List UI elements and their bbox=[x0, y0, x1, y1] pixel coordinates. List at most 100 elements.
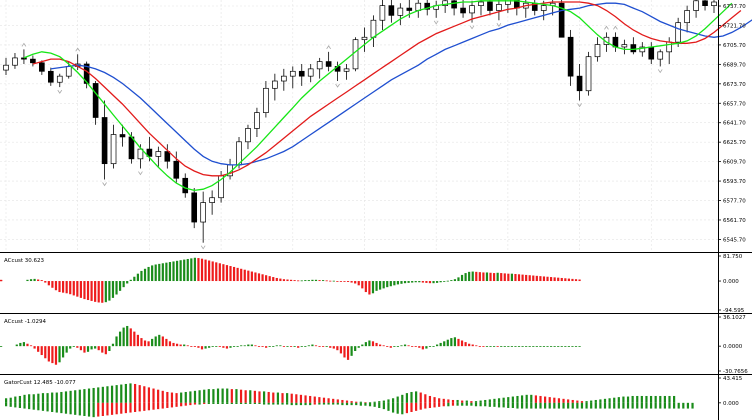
hist-bar-up bbox=[525, 346, 528, 347]
gator-lower-down bbox=[175, 402, 178, 407]
gator-lower-down bbox=[313, 402, 316, 405]
gator-upper-up bbox=[382, 400, 385, 403]
gator-lower-up bbox=[511, 402, 514, 408]
gator-upper-up bbox=[626, 396, 630, 403]
hist-bar-up bbox=[140, 270, 143, 282]
hist-bar-up bbox=[403, 281, 407, 284]
gator-lower-down bbox=[180, 402, 183, 407]
gator-lower-up bbox=[262, 402, 266, 405]
hist-bar-down bbox=[475, 345, 478, 347]
gator-upper-down bbox=[281, 393, 284, 403]
hist-bar-down bbox=[65, 281, 68, 294]
hist-bar-down bbox=[574, 279, 578, 282]
hist-bar-up bbox=[304, 280, 307, 282]
hist-bar-down bbox=[557, 277, 560, 282]
candle-bull bbox=[540, 5, 547, 11]
gator-lower-up bbox=[382, 402, 385, 410]
gator-lower-down bbox=[424, 402, 427, 409]
gator-lower-up bbox=[221, 402, 224, 404]
hist-bar-down bbox=[265, 346, 268, 348]
hist-bar-down bbox=[261, 274, 264, 282]
hist-bar-down bbox=[329, 280, 332, 282]
hist-bar-down bbox=[318, 346, 321, 347]
gator-lower-up bbox=[92, 402, 95, 418]
candle-bull bbox=[666, 41, 673, 53]
hist-bar-up bbox=[553, 346, 556, 347]
hist-bar-down bbox=[133, 331, 136, 347]
gator-lower-up bbox=[78, 402, 81, 416]
gator-lower-up bbox=[682, 402, 685, 409]
hist-bar-down bbox=[325, 280, 328, 282]
candle-bear bbox=[424, 2, 431, 10]
gator-lower-up bbox=[295, 402, 298, 406]
candle-bull bbox=[693, 0, 699, 11]
gator-lower-up bbox=[576, 402, 579, 409]
gator-upper-up bbox=[659, 395, 662, 403]
hist-bar-up bbox=[90, 346, 93, 350]
gator-panel[interactable]: GatorCust 12.485 -10.077 43.415 0.000 bbox=[0, 374, 752, 420]
gator-lower-up bbox=[276, 402, 280, 405]
gator-upper-up bbox=[396, 396, 399, 403]
gator-upper-up bbox=[235, 389, 238, 403]
hist-bar-down bbox=[478, 272, 481, 282]
gator-lower-up bbox=[649, 402, 653, 409]
hist-bar-down bbox=[86, 281, 90, 301]
hist-bar-down bbox=[357, 281, 360, 286]
hist-bar-down bbox=[232, 266, 236, 282]
hist-bar-up bbox=[0, 346, 3, 347]
gator-lower-down bbox=[184, 402, 187, 406]
hist-bar-up bbox=[151, 338, 154, 347]
gator-lower-up bbox=[691, 402, 694, 409]
gator-lower-down bbox=[415, 402, 418, 411]
hist-bar-down bbox=[549, 277, 553, 282]
gator-upper-up bbox=[124, 383, 127, 403]
gator-lower-up bbox=[299, 402, 303, 406]
hist-bar-up bbox=[193, 257, 196, 282]
gator-lower-down bbox=[442, 402, 445, 407]
gator-upper-up bbox=[631, 395, 634, 403]
ac-panel-2[interactable]: ACcust -1.0294 36.1027 0.0000 -30.7656 bbox=[0, 313, 752, 375]
ac-panel-1[interactable]: ACcust 30.623 81.750 0.000 -94.595 bbox=[0, 252, 752, 314]
gator-lower-up bbox=[461, 402, 464, 406]
hist-bar-up bbox=[243, 345, 246, 347]
gator-lower-down bbox=[115, 402, 118, 415]
candle-bear bbox=[558, 2, 565, 38]
hist-bar-up bbox=[564, 346, 567, 347]
hist-bar-up bbox=[175, 260, 179, 282]
gator-upper-up bbox=[129, 383, 132, 403]
hist-bar-up bbox=[183, 259, 186, 282]
hist-bar-down bbox=[143, 340, 147, 347]
gator-lower-up bbox=[590, 402, 593, 409]
gator-lower-down bbox=[106, 402, 109, 416]
gator-lower-up bbox=[447, 402, 450, 407]
gator-upper-up bbox=[83, 389, 86, 403]
gator-upper-up bbox=[474, 401, 478, 403]
hist-bar-down bbox=[492, 273, 496, 282]
fractal-up-arrow bbox=[613, 25, 618, 30]
gator-upper-up bbox=[415, 391, 418, 403]
gator-upper-down bbox=[539, 395, 542, 403]
hist-bar-down bbox=[428, 281, 432, 284]
gator-upper-up bbox=[286, 393, 289, 403]
hist-bar-up bbox=[468, 271, 471, 282]
hist-bar-up bbox=[122, 327, 125, 347]
hist-bar-down bbox=[200, 258, 204, 282]
hist-bar-up bbox=[403, 344, 407, 347]
candle-bear bbox=[298, 70, 305, 77]
gator-upper-up bbox=[599, 399, 602, 403]
candle-bear bbox=[576, 75, 583, 92]
gator-upper-down bbox=[309, 395, 312, 403]
main-price-panel[interactable]: 6737.70 6721.70 6705.70 6689.70 6673.70 6657.… bbox=[0, 0, 752, 252]
hist-bar-down bbox=[243, 269, 246, 282]
candle-bear bbox=[451, 0, 457, 9]
hist-bar-up bbox=[450, 338, 453, 347]
teeth-line bbox=[32, 1, 742, 177]
gator-upper-up bbox=[649, 395, 653, 403]
gator-upper-down bbox=[544, 396, 547, 403]
hist-bar-up bbox=[492, 346, 496, 347]
hist-bar-down bbox=[168, 341, 172, 347]
gator-upper-up bbox=[359, 401, 362, 403]
hist-bar-up bbox=[446, 339, 449, 347]
gator-upper-up bbox=[465, 400, 468, 403]
gator-upper-up bbox=[115, 385, 118, 403]
